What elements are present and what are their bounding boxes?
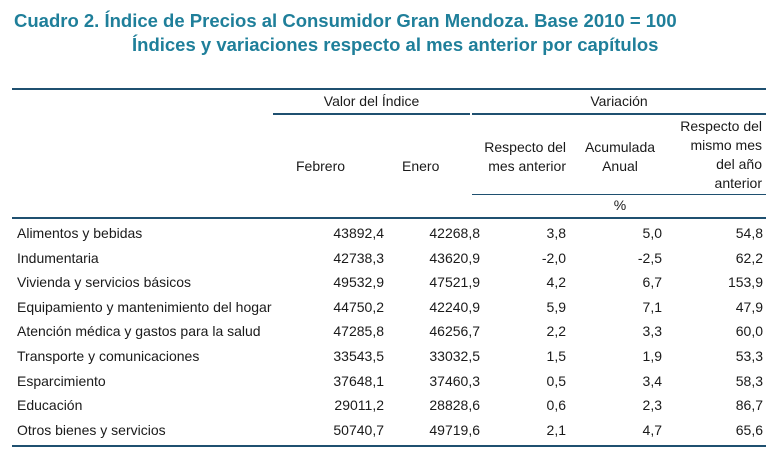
cell-enero: 33032,5 xyxy=(429,347,480,364)
cell-acumulada-anual: 6,7 xyxy=(642,274,662,291)
cell-febrero: 37648,1 xyxy=(333,372,384,389)
cell-respecto-mes-anterior: -2,0 xyxy=(541,249,566,266)
table-row: Otros bienes y servicios 50740,7 49719,6 2,… xyxy=(12,418,766,443)
title-line-2: Índices y variaciones respecto al mes an… xyxy=(132,34,659,55)
cell-respecto-mes-anterior: 1,5 xyxy=(546,347,566,364)
row-name: Equipamiento y mantenimiento del hogar xyxy=(17,298,272,315)
cell-respecto-mes-anterior: 3,8 xyxy=(546,225,566,241)
percent-rule xyxy=(472,194,766,195)
cell-enero: 42268,8 xyxy=(429,225,480,241)
cell-acumulada-anual: 3,3 xyxy=(642,323,662,340)
table-row: Equipamiento y mantenimiento del hogar 44… xyxy=(12,295,766,320)
cell-acumulada-anual: 2,3 xyxy=(642,397,662,414)
header-unit-percent: % xyxy=(613,197,627,213)
table-bottom-rule xyxy=(12,445,766,447)
cell-respecto-mes-anterior: 2,2 xyxy=(546,323,566,340)
header-bottom-rule xyxy=(12,217,766,219)
table-row: Transporte y comunicaciones 33543,5 33032,… xyxy=(12,344,766,369)
header-variacion: Variación xyxy=(590,93,648,109)
cell-febrero: 49532,9 xyxy=(333,274,384,291)
cell-enero: 28828,6 xyxy=(429,397,480,414)
valor-indice-rule xyxy=(273,113,470,115)
row-name: Vivienda y servicios básicos xyxy=(17,274,192,291)
cell-enero: 49719,6 xyxy=(429,421,480,438)
row-name: Indumentaria xyxy=(17,249,99,266)
row-name: Educación xyxy=(17,397,83,414)
cell-enero: 43620,9 xyxy=(429,249,480,266)
table-row: Atención médica y gastos para la salud 47… xyxy=(12,319,766,344)
header-febrero: Febrero xyxy=(296,158,346,174)
row-name: Transporte y comunicaciones xyxy=(17,347,200,364)
cell-respecto-mismo-mes: 47,9 xyxy=(735,298,763,315)
cell-febrero: 50740,7 xyxy=(333,421,384,438)
table-title: Cuadro 2. Índice de Precios al Consumido… xyxy=(14,9,774,57)
table-row: Indumentaria 42738,3 43620,9 -2,0 -2,5 62,2 xyxy=(12,246,766,271)
cell-febrero: 43892,4 xyxy=(333,225,384,241)
table-row: Educación 29011,2 28828,6 0,6 2,3 86,7 xyxy=(12,393,766,418)
cell-respecto-mes-anterior: 0,6 xyxy=(546,397,566,414)
cell-respecto-mismo-mes: 153,9 xyxy=(727,274,763,291)
table-row: Vivienda y servicios básicos 49532,9 47521… xyxy=(12,270,766,295)
header-valor-indice: Valor del Índice xyxy=(323,93,420,109)
cell-febrero: 42738,3 xyxy=(333,249,384,266)
cell-respecto-mes-anterior: 0,5 xyxy=(546,372,566,389)
cell-respecto-mes-anterior: 4,2 xyxy=(546,274,566,291)
cell-respecto-mismo-mes: 60,0 xyxy=(735,323,763,340)
table-row: Esparcimiento 37648,1 37460,3 0,5 3,4 58,3 xyxy=(12,369,766,394)
cell-respecto-mismo-mes: 53,3 xyxy=(735,347,763,364)
row-name: Esparcimiento xyxy=(17,372,106,389)
cell-respecto-mes-anterior: 2,1 xyxy=(546,421,566,438)
cell-respecto-mes-anterior: 5,9 xyxy=(546,298,566,315)
cell-febrero: 29011,2 xyxy=(334,397,384,414)
cell-acumulada-anual: -2,5 xyxy=(637,249,662,266)
table-body: Alimentos y bebidas 43892,4 42268,8 3,8 5,0 5… xyxy=(12,221,766,442)
cell-enero: 46256,7 xyxy=(429,323,480,340)
cell-enero: 42240,9 xyxy=(429,298,480,315)
table-top-rule xyxy=(12,88,766,90)
header-respecto-mismo-mes: Respecto del mismo mes del año anterior xyxy=(680,118,762,191)
cell-acumulada-anual: 3,4 xyxy=(642,372,662,389)
cell-respecto-mismo-mes: 62,2 xyxy=(735,249,763,266)
row-name: Alimentos y bebidas xyxy=(17,225,143,241)
row-name: Atención médica y gastos para la salud xyxy=(17,323,261,340)
title-line-1: Cuadro 2. Índice de Precios al Consumido… xyxy=(14,10,677,31)
cell-febrero: 47285,8 xyxy=(333,323,384,340)
cell-respecto-mismo-mes: 54,8 xyxy=(735,225,763,241)
cell-enero: 47521,9 xyxy=(429,274,480,291)
cell-respecto-mismo-mes: 58,3 xyxy=(735,372,763,389)
row-name: Otros bienes y servicios xyxy=(17,421,166,438)
table-row: Alimentos y bebidas 43892,4 42268,8 3,8 5,0 5… xyxy=(12,221,766,246)
cell-respecto-mismo-mes: 86,7 xyxy=(735,397,763,414)
variacion-rule xyxy=(472,113,766,115)
cell-acumulada-anual: 1,9 xyxy=(642,347,662,364)
header-acumulada-anual: Acumulada Anual xyxy=(584,139,656,174)
cell-acumulada-anual: 5,0 xyxy=(642,225,662,241)
header-enero: Enero xyxy=(402,158,440,174)
cell-febrero: 44750,2 xyxy=(333,298,384,315)
header-respecto-mes-anterior: Respecto del mes anterior xyxy=(484,139,566,174)
cell-acumulada-anual: 7,1 xyxy=(642,298,662,315)
cell-enero: 37460,3 xyxy=(429,372,480,389)
cell-respecto-mismo-mes: 65,6 xyxy=(735,421,763,438)
cell-acumulada-anual: 4,7 xyxy=(642,421,662,438)
cell-febrero: 33543,5 xyxy=(333,347,384,364)
